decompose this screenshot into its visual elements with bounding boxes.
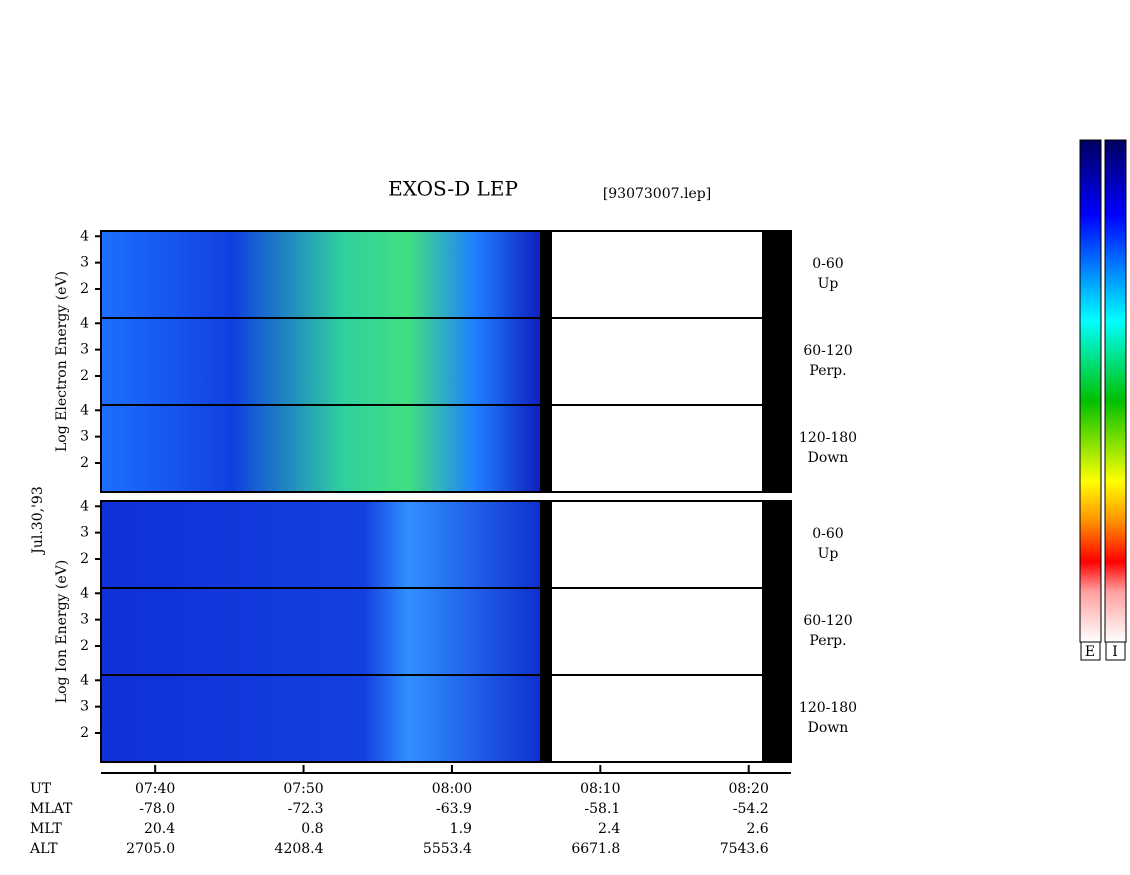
x-tick-label: 07:50 [283,781,323,797]
panel-frame [100,674,792,763]
channel-angle: 120-180 [799,430,857,446]
colorbar-label-box [1105,641,1126,661]
channel-angle: 120-180 [799,700,857,716]
y-tick-label: 2 [80,551,89,567]
channel-direction: Perp. [809,363,846,379]
ephemeris-value: 0.8 [301,821,323,837]
colorbar-label: E [1085,644,1095,660]
x-tick-label: 07:40 [135,781,175,797]
channel-angle: 60-120 [803,343,852,359]
x-tick-label: 08:00 [432,781,472,797]
ephemeris-value: -63.9 [436,801,472,817]
ephemeris-label: MLT [30,821,62,837]
data-gap [540,318,552,405]
channel-direction: Up [818,276,839,292]
colorbar-label: I [1112,644,1118,660]
spectrogram [101,318,540,405]
title: EXOS-D LEP [388,177,518,201]
spectrogram [101,501,540,588]
y-tick-label: 4 [80,315,89,331]
data-gap [540,405,552,492]
channel-direction: Perp. [809,633,846,649]
no-data [552,231,762,318]
y-tick-label: 4 [80,498,89,514]
y-tick-label: 2 [80,368,89,384]
ephemeris-value: 5553.4 [423,841,472,857]
no-data [552,501,762,588]
channel-direction: Up [818,546,839,562]
ephemeris-value: -54.2 [733,801,769,817]
ephemeris-value: 2.6 [746,821,768,837]
ephemeris-value: 20.4 [144,821,175,837]
spectrogram [101,588,540,675]
data-gap [762,501,791,588]
data-gap [540,588,552,675]
data-gap [540,501,552,588]
y-tick-label: 4 [80,672,89,688]
colorbar [1104,139,1127,643]
y-tick-label: 3 [80,429,89,445]
no-data [552,588,762,675]
data-gap [762,405,791,492]
ephemeris-value: 2705.0 [126,841,175,857]
y-tick-label: 2 [80,725,89,741]
date: Jul.30,'93 [30,486,46,555]
panel-frame [100,404,792,493]
data-gap [762,675,791,762]
y-tick-label: 4 [80,585,89,601]
colorbar [1079,139,1102,643]
no-data [552,675,762,762]
y-tick-label: 3 [80,255,89,271]
ephemeris-label: MLAT [30,801,73,817]
data-gap [762,231,791,318]
y-tick-label: 4 [80,228,89,244]
y-tick-label: 3 [80,612,89,628]
ephemeris-label: ALT [29,841,58,857]
y-tick-label: 2 [80,455,89,471]
y-tick-label: 3 [80,342,89,358]
y-tick-label: 3 [80,525,89,541]
data-gap [540,231,552,318]
colorbar-label-box [1080,641,1101,661]
data-gap [762,318,791,405]
no-data [552,318,762,405]
y-tick-label: 2 [80,638,89,654]
data-gap [762,588,791,675]
ephemeris-value: 7543.6 [720,841,769,857]
channel-angle: 0-60 [812,256,843,272]
spectrogram [101,231,540,318]
y-axis-label: Log Electron Energy (eV) [54,271,70,452]
ephemeris-value: -78.0 [139,801,175,817]
x-tick-label: 08:10 [580,781,620,797]
ephemeris-label: UT [30,781,52,797]
x-tick-label: 08:20 [729,781,769,797]
channel-angle: 0-60 [812,526,843,542]
channel-direction: Down [808,720,849,736]
ephemeris-value: 6671.8 [571,841,620,857]
ephemeris-value: -58.1 [584,801,620,817]
y-tick-label: 4 [80,402,89,418]
ephemeris-value: 2.4 [598,821,620,837]
spectrogram [101,405,540,492]
no-data [552,405,762,492]
ephemeris-value: 4208.4 [275,841,324,857]
ephemeris-value: -72.3 [288,801,324,817]
file-name: [93073007.lep] [603,186,711,202]
spectrogram [101,675,540,762]
data-gap [540,675,552,762]
y-axis-label: Log Ion Energy (eV) [54,560,70,703]
y-tick-label: 3 [80,699,89,715]
ephemeris-value: 1.9 [450,821,472,837]
y-tick-label: 2 [80,281,89,297]
channel-direction: Down [808,450,849,466]
channel-angle: 60-120 [803,613,852,629]
